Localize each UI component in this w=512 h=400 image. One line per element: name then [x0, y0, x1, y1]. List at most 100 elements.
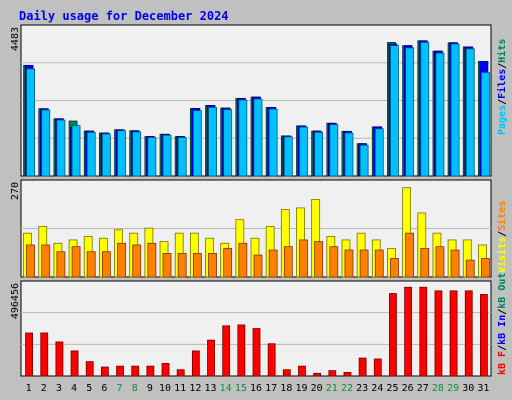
bar-sites [344, 249, 354, 278]
day-label: 27 [417, 383, 429, 394]
day-label: 10 [159, 383, 171, 394]
legend-item: kB In [497, 315, 508, 345]
bar-pages [162, 134, 172, 177]
bar-kb-f [161, 363, 170, 377]
bar-pages [117, 130, 126, 177]
bar-sites [86, 251, 96, 278]
bar-pages [41, 109, 51, 177]
bar-kb-f [176, 369, 185, 377]
day-label: 8 [132, 383, 138, 394]
bar-kb-f [191, 350, 200, 377]
bar-sites [390, 258, 399, 278]
bar-pages [71, 125, 81, 177]
legend-item: kB F [497, 351, 508, 375]
bar-pages [192, 110, 202, 177]
day-label: 26 [402, 383, 414, 394]
bar-pages [359, 144, 369, 177]
bar-kb-f [267, 343, 276, 377]
bar-kb-f [373, 358, 382, 377]
bar-pages [56, 119, 66, 177]
y-max-label: 4483 [10, 27, 21, 51]
bar-sites [41, 244, 51, 278]
bar-sites [283, 246, 293, 278]
day-label: 12 [189, 383, 201, 394]
bar-sites [465, 259, 475, 278]
day-label: 23 [356, 383, 368, 394]
bar-kb-f [70, 350, 79, 377]
bar-pages [329, 124, 339, 177]
bar-kb-f [100, 366, 109, 377]
bar-sites [268, 249, 278, 278]
bar-kb-f [434, 290, 443, 377]
day-label: 7 [117, 383, 123, 394]
bar-sites [162, 253, 172, 278]
bar-pages [374, 128, 384, 177]
bar-pages [132, 131, 142, 177]
day-label: 20 [311, 383, 323, 394]
panel-visits-sites: 270 Visits/Sites [10, 179, 508, 278]
day-label: 1 [26, 383, 32, 394]
day-label: 6 [101, 383, 107, 394]
legend-separator: / [497, 309, 508, 315]
bar-kb-f [328, 370, 337, 377]
bar-sites [299, 239, 308, 278]
bar-pages [177, 137, 187, 177]
bar-pages [283, 136, 293, 177]
day-label: 3 [56, 383, 62, 394]
bar-sites [192, 253, 202, 278]
bar-kb-f [207, 339, 215, 377]
day-label: 5 [86, 383, 92, 394]
bar-pages [223, 109, 233, 177]
bar-pages [86, 131, 96, 177]
bar-sites [405, 232, 415, 278]
bar-kb-f [404, 286, 413, 377]
bar-pages [420, 42, 430, 177]
legend: Pages/Files/Hits [496, 39, 508, 135]
day-axis: 1 2 3 4 5 6 7 8 9 10 11 12 13 14 15 16 17 18 19 20 21 22 23 24 2… [26, 383, 490, 394]
bar-pages [481, 72, 490, 177]
bar-sites [374, 249, 384, 278]
y-max-label: 270 [10, 182, 21, 200]
bar-sites [314, 241, 324, 278]
bar-pages [450, 43, 460, 177]
day-label: 31 [477, 383, 489, 394]
day-label: 28 [432, 383, 444, 394]
bar-kb-f [55, 341, 64, 377]
bar-pages [314, 131, 324, 177]
day-label: 22 [341, 383, 353, 394]
bar-sites [26, 244, 35, 278]
bar-pages [405, 47, 415, 177]
bar-sites [208, 253, 217, 278]
bar-pages [101, 133, 111, 177]
bar-sites [420, 247, 430, 278]
legend-separator: / [497, 63, 508, 69]
chart-title: Daily usage for December 2024 [19, 9, 229, 23]
panel-hits-files-pages: 4483 Pages/Files/Hits [10, 24, 508, 177]
bar-sites [450, 249, 460, 278]
bar-sites [435, 246, 445, 278]
day-label: 21 [326, 383, 338, 394]
bar-sites [101, 251, 111, 278]
bar-sites [177, 253, 187, 278]
bar-sites [359, 249, 369, 278]
bar-kb-f [131, 365, 140, 377]
y-max-label: 496456 [10, 283, 21, 319]
bar-pages [238, 99, 248, 177]
legend-item: Visits [496, 237, 508, 273]
day-label: 16 [250, 383, 262, 394]
bar-pages [26, 68, 35, 177]
legend-item: Hits [496, 39, 508, 63]
bar-pages [435, 52, 445, 177]
day-label: 9 [147, 383, 153, 394]
legend-item: Files [496, 69, 508, 99]
bar-kb-f [313, 372, 322, 377]
bar-sites [238, 242, 248, 278]
bar-sites [481, 258, 490, 278]
bar-sites [329, 246, 339, 278]
day-label: 13 [204, 383, 216, 394]
day-label: 2 [41, 383, 47, 394]
bar-kb-f [298, 365, 306, 377]
day-label: 15 [235, 383, 247, 394]
day-label: 24 [371, 383, 383, 394]
